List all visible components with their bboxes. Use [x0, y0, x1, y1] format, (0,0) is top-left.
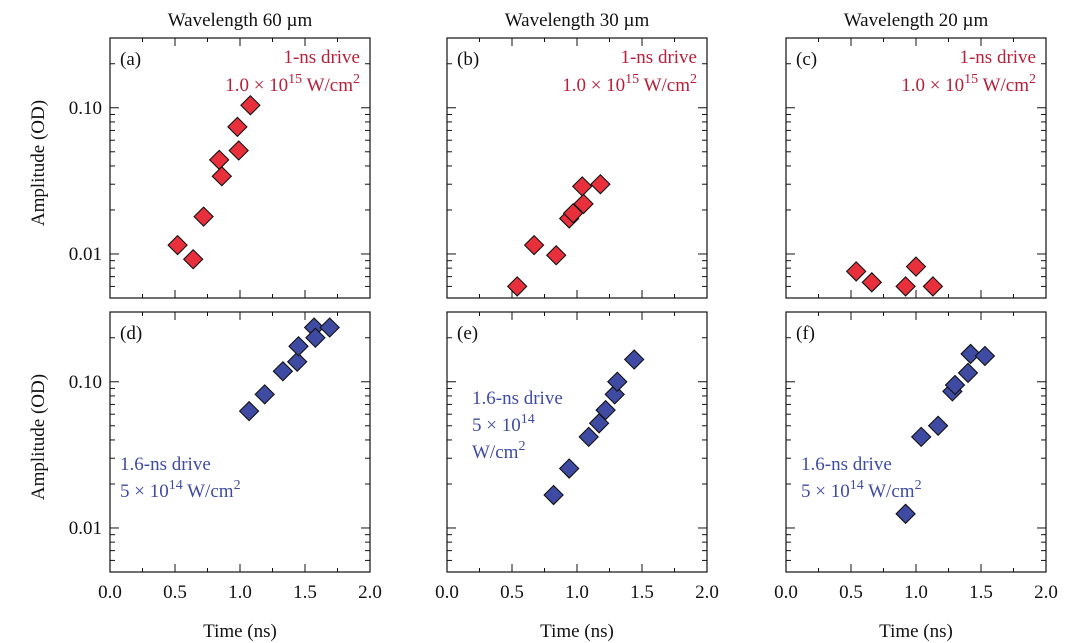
x-tick-label: 2.0: [358, 582, 382, 603]
data-point: [305, 327, 326, 349]
annotation-line-1: 1.6-ns drive: [801, 454, 892, 475]
annotation-line-2: 5 × 1014: [472, 412, 535, 436]
data-point: [960, 343, 981, 365]
x-tick-label: 0.5: [163, 582, 187, 603]
column-title-2: Wavelength 30 µm: [505, 10, 650, 31]
data-point: [227, 116, 248, 138]
data-point: [957, 362, 979, 384]
x-axis-label-col-1: Time (ns): [203, 621, 277, 642]
panel-e: 0.0 0.5 1.0 1.5 2.0 (e) 1.6-ns drive 5 × 1014 W/…: [435, 311, 719, 603]
x-tick-label: 0.5: [500, 582, 524, 603]
x-tick-label: 1.0: [904, 582, 928, 603]
data-point: [922, 276, 944, 297]
data-point: [228, 140, 249, 161]
x-tick-label: 0.0: [774, 582, 798, 603]
y-tick-label: 0.10: [69, 372, 102, 393]
annotation-line-1: 1-ns drive: [283, 47, 360, 68]
data-point: [193, 206, 214, 227]
data-point: [974, 345, 996, 367]
x-axis-label-col-3: Time (ns): [879, 621, 953, 642]
data-point: [319, 317, 340, 338]
panel-label: (f): [796, 323, 815, 344]
data-point: [211, 165, 233, 187]
data-point: [944, 374, 966, 396]
annotation-line-3: W/cm2: [472, 439, 525, 463]
y-tick-label: 0.10: [69, 98, 102, 119]
annotation-line-1: 1-ns drive: [959, 47, 1036, 68]
annotation-line-2: 1.0 × 1015 W/cm2: [562, 72, 697, 96]
data-point: [910, 426, 932, 448]
panel-b: (b) 1-ns drive 1.0 × 1015 W/cm2: [446, 37, 708, 299]
data-point: [861, 272, 883, 293]
x-tick-label: 0.5: [839, 582, 863, 603]
panel-c: (c) 1-ns drive 1.0 × 1015 W/cm2: [785, 37, 1047, 299]
data-point: [578, 426, 599, 448]
panel-label: (e): [457, 323, 478, 344]
x-tick-label: 0.0: [435, 582, 459, 603]
x-tick-label: 1.0: [228, 582, 252, 603]
data-point: [558, 458, 580, 479]
x-tick-label: 0.0: [98, 582, 122, 603]
y-tick-label: 0.01: [69, 244, 102, 265]
panel-f: 0.0 0.5 1.0 1.5 2.0 (f) 1.6-ns drive 5 × 1014 W…: [774, 311, 1058, 603]
data-point: [895, 276, 916, 297]
data-point: [288, 335, 309, 357]
y-tick-label: 0.01: [69, 518, 102, 539]
data-point: [895, 503, 916, 525]
plot-frame: [109, 311, 371, 573]
data-point: [272, 360, 294, 382]
x-axis-label-col-2: Time (ns): [540, 621, 614, 642]
annotation-line-2: 5 × 1014 W/cm2: [120, 478, 241, 502]
panel-a: 0.01 0.10 (a) 1-ns drive 1.0 × 1015 W/cm2: [69, 37, 371, 299]
data-point: [240, 94, 261, 116]
annotation-line-2: 5 × 1014 W/cm2: [801, 478, 922, 502]
annotation-line-1: 1.6-ns drive: [120, 454, 211, 475]
data-point: [571, 176, 593, 197]
x-tick-label: 1.5: [630, 582, 654, 603]
annotation-line-1: 1-ns drive: [620, 47, 697, 68]
data-point: [545, 244, 567, 266]
column-title-3: Wavelength 20 µm: [844, 10, 989, 31]
data-point: [543, 484, 564, 506]
panel-d: 0.01 0.10 0.0 0.5 1.0 1.5 2.0 (d) 1.6-ns drive 5 …: [69, 311, 382, 603]
annotation-line-1: 1.6-ns drive: [472, 388, 563, 409]
data-point: [506, 276, 528, 297]
x-tick-label: 2.0: [1034, 582, 1058, 603]
data-point: [238, 400, 260, 422]
data-point: [607, 371, 628, 393]
data-point: [167, 234, 188, 256]
data-point: [286, 351, 308, 373]
panel-label: (a): [120, 49, 141, 70]
data-point: [523, 234, 545, 256]
x-tick-label: 1.5: [293, 582, 317, 603]
x-tick-label: 1.0: [565, 582, 589, 603]
data-point: [254, 384, 275, 405]
data-point: [905, 256, 927, 277]
x-tick-label: 1.5: [969, 582, 993, 603]
x-tick-label: 2.0: [695, 582, 719, 603]
annotation-line-2: 1.0 × 1015 W/cm2: [225, 72, 360, 96]
y-axis-label-row-2: Amplitude (OD): [28, 374, 49, 500]
panel-label: (d): [120, 323, 142, 344]
plot-frame: [785, 311, 1047, 573]
data-point: [623, 349, 645, 370]
column-title-1: Wavelength 60 µm: [168, 10, 313, 31]
panel-label: (b): [457, 49, 479, 70]
annotation-line-2: 1.0 × 1015 W/cm2: [901, 72, 1036, 96]
data-point: [590, 173, 611, 195]
panel-label: (c): [796, 49, 817, 70]
data-point: [182, 249, 204, 270]
data-point: [208, 149, 230, 171]
data-point: [573, 193, 594, 215]
data-point: [845, 261, 867, 282]
y-axis-label-row-1: Amplitude (OD): [28, 100, 49, 226]
data-point: [927, 415, 949, 437]
data-point: [595, 399, 616, 421]
